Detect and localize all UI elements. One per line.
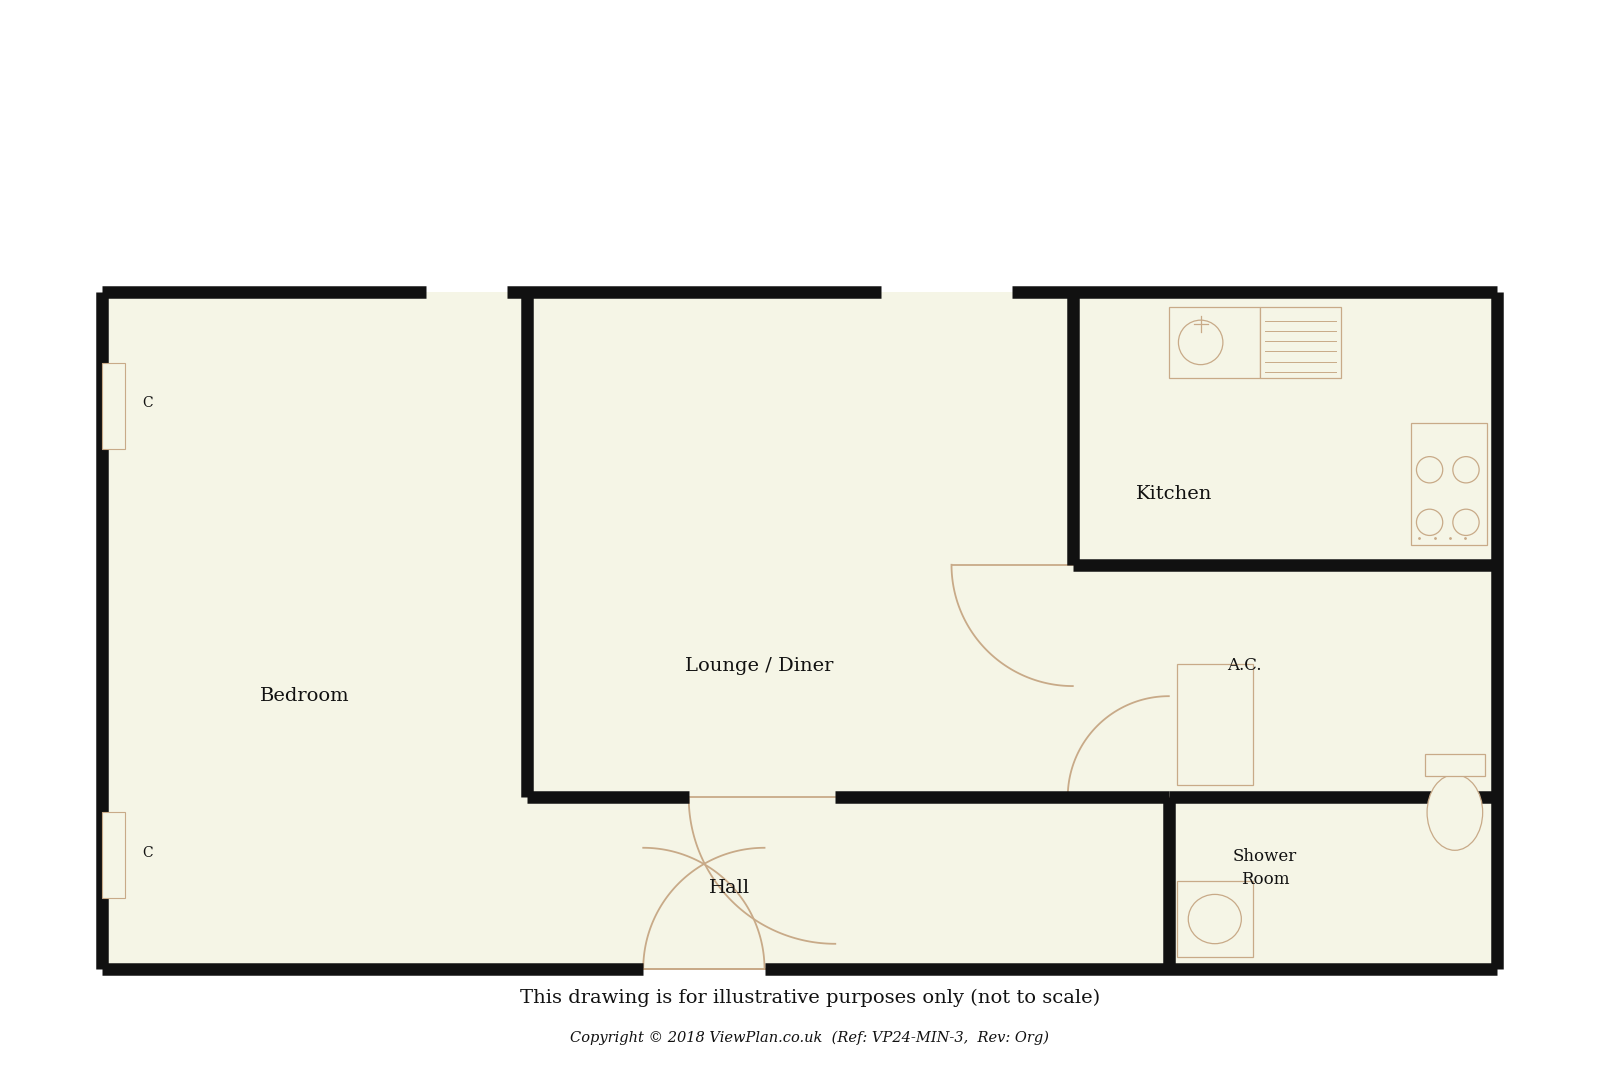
- Text: Hall: Hall: [708, 879, 750, 898]
- Bar: [1411, 423, 1487, 545]
- Bar: [102, 291, 1497, 969]
- Bar: [102, 363, 125, 449]
- Text: Copyright © 2018 ViewPlan.co.uk  (Ref: VP24-MIN-3,  Rev: Org): Copyright © 2018 ViewPlan.co.uk (Ref: VP…: [570, 1030, 1050, 1044]
- Text: This drawing is for illustrative purposes only (not to scale): This drawing is for illustrative purpose…: [520, 988, 1100, 1007]
- Text: A.C.: A.C.: [1228, 657, 1262, 674]
- Bar: [1424, 754, 1486, 776]
- Text: Bedroom: Bedroom: [259, 687, 350, 706]
- Ellipse shape: [1189, 894, 1241, 944]
- Circle shape: [1416, 509, 1443, 535]
- Circle shape: [1453, 456, 1479, 483]
- Bar: [1176, 882, 1252, 957]
- Bar: [1260, 308, 1341, 378]
- Bar: [1176, 664, 1252, 786]
- Bar: [102, 812, 125, 899]
- Text: C: C: [143, 396, 154, 410]
- Text: Lounge / Diner: Lounge / Diner: [685, 657, 834, 674]
- Text: Shower
Room: Shower Room: [1233, 848, 1298, 888]
- Bar: [1168, 308, 1260, 378]
- Text: Kitchen: Kitchen: [1136, 486, 1212, 503]
- Circle shape: [1178, 320, 1223, 365]
- Text: C: C: [143, 846, 154, 860]
- Circle shape: [1416, 456, 1443, 483]
- Ellipse shape: [1427, 775, 1482, 850]
- Circle shape: [1453, 509, 1479, 535]
